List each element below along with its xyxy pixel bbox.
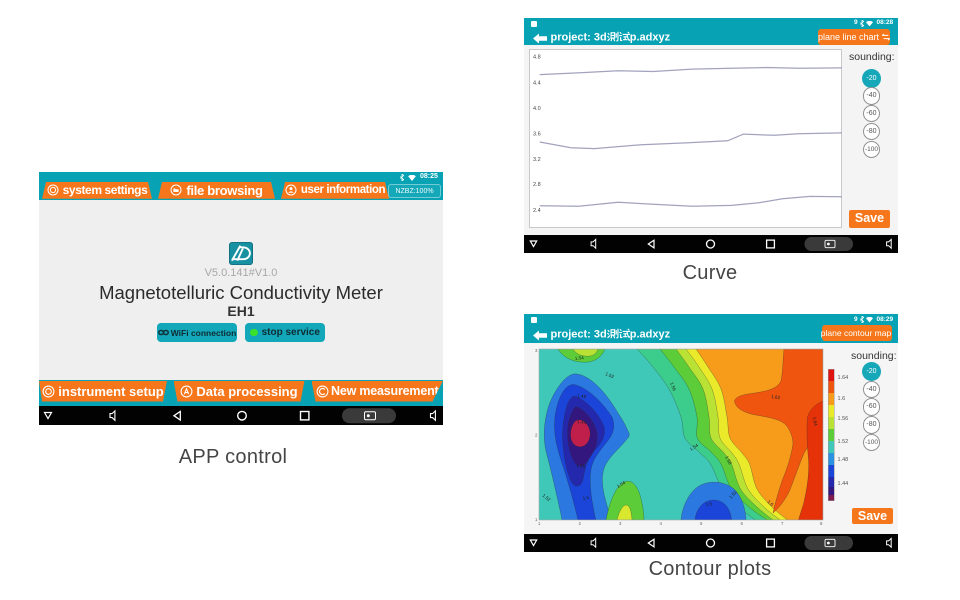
svg-text:4.4: 4.4 xyxy=(533,80,541,86)
svg-text:1.54: 1.54 xyxy=(616,480,627,489)
svg-text:1.52: 1.52 xyxy=(838,439,849,445)
svg-text:1.54: 1.54 xyxy=(575,355,585,361)
svg-text:7: 7 xyxy=(781,521,784,526)
svg-text:2: 2 xyxy=(579,521,582,526)
svg-text:1.64: 1.64 xyxy=(838,375,849,381)
svg-text:1: 1 xyxy=(538,521,541,526)
svg-text:1.5: 1.5 xyxy=(705,501,712,507)
svg-text:2: 2 xyxy=(535,433,538,438)
svg-text:3.6: 3.6 xyxy=(533,131,541,137)
svg-text:1.54: 1.54 xyxy=(689,443,700,452)
svg-text:2.4: 2.4 xyxy=(533,208,541,214)
svg-text:5: 5 xyxy=(700,521,703,526)
svg-text:2.8: 2.8 xyxy=(533,182,541,188)
svg-text:1.6: 1.6 xyxy=(838,396,846,402)
svg-text:4.8: 4.8 xyxy=(533,55,541,61)
svg-text:8: 8 xyxy=(820,521,823,526)
svg-text:3: 3 xyxy=(619,521,622,526)
svg-text:3: 3 xyxy=(535,348,538,353)
svg-text:4: 4 xyxy=(660,521,663,526)
svg-text:1.52: 1.52 xyxy=(605,371,616,379)
svg-text:6: 6 xyxy=(741,521,744,526)
svg-text:1.44: 1.44 xyxy=(838,481,849,487)
svg-text:1.5: 1.5 xyxy=(582,495,590,501)
svg-text:1.44: 1.44 xyxy=(577,419,587,425)
svg-text:1.6: 1.6 xyxy=(766,499,774,507)
svg-text:1.48: 1.48 xyxy=(838,457,849,463)
svg-text:1.62: 1.62 xyxy=(771,394,781,400)
svg-text:1.58: 1.58 xyxy=(724,455,733,466)
svg-text:1.52: 1.52 xyxy=(541,493,551,503)
svg-text:1.48: 1.48 xyxy=(577,393,587,399)
svg-text:1.46: 1.46 xyxy=(576,463,586,469)
svg-text:1.56: 1.56 xyxy=(669,382,677,393)
svg-text:3.2: 3.2 xyxy=(533,157,541,163)
svg-text:1.64: 1.64 xyxy=(812,416,818,426)
svg-text:1.52: 1.52 xyxy=(728,489,738,499)
svg-text:1: 1 xyxy=(535,517,538,522)
svg-text:4.0: 4.0 xyxy=(533,106,541,112)
svg-text:1.56: 1.56 xyxy=(838,416,849,422)
